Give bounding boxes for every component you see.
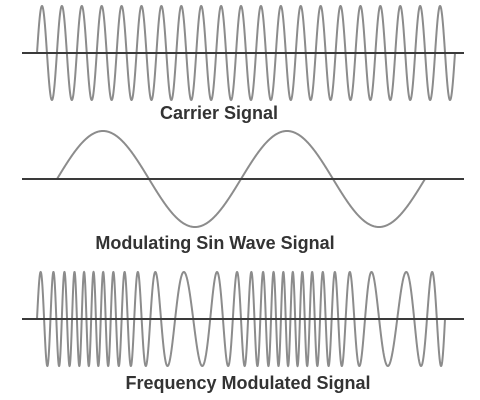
carrier-panel: Carrier Signal bbox=[22, 4, 464, 123]
carrier-label: Carrier Signal bbox=[160, 103, 278, 123]
modulating-label: Modulating Sin Wave Signal bbox=[95, 233, 334, 253]
fm-label: Frequency Modulated Signal bbox=[125, 373, 370, 393]
fm-panel: Frequency Modulated Signal bbox=[22, 270, 464, 393]
modulating-panel: Modulating Sin Wave Signal bbox=[22, 129, 464, 253]
